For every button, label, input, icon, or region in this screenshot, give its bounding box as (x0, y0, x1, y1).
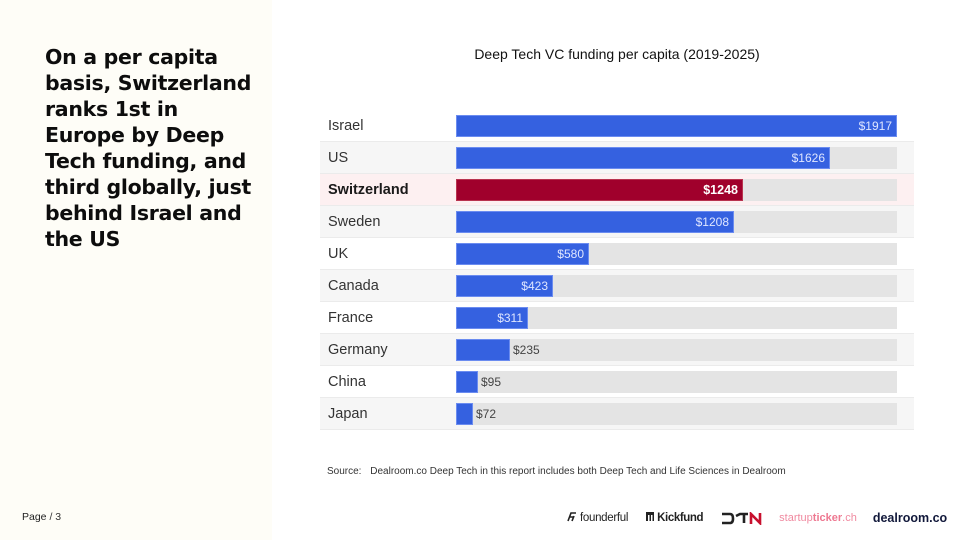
bar-value-label: $72 (476, 407, 497, 421)
kickfund-mark-icon (646, 512, 655, 524)
category-label: China (328, 374, 366, 390)
category-label: US (328, 150, 349, 166)
bar (456, 403, 473, 425)
chart-row: Canada $423 (320, 270, 914, 302)
logo-startupticker-part2: ticker (812, 512, 843, 524)
chart-row: US $1626 (320, 142, 914, 174)
bar-value-label: $95 (481, 375, 502, 389)
category-label: Germany (328, 342, 388, 358)
source-note: Source: Dealroom.co Deep Tech in this re… (327, 466, 786, 477)
category-label: Switzerland (328, 182, 409, 198)
logo-kickfund: Kickfund (646, 512, 704, 524)
bar (456, 275, 553, 297)
bar-chart: Israel $1917 US $1626 Switzerland $1248 Sweden… (320, 110, 914, 430)
source-label: Source: (327, 466, 362, 477)
headline: On a per capita basis, Switzerland ranks… (45, 45, 252, 251)
page-number: / 3 (49, 511, 62, 523)
logo-startupticker-part1: startup (779, 512, 813, 524)
logo-dealroom: dealroom.co (873, 511, 947, 525)
bar (456, 371, 478, 393)
bar-value-label: $311 (497, 311, 523, 325)
category-label: Sweden (328, 214, 381, 230)
category-label: Israel (328, 118, 364, 134)
bar (456, 307, 528, 329)
partner-logos: founderful Kickfund startup ticker .ch dea… (566, 508, 947, 528)
chart-row: Sweden $1208 (320, 206, 914, 238)
bar-track: $423 (456, 275, 897, 297)
category-label: Canada (328, 278, 379, 294)
logo-dealroom-text: dealroom.co (872, 511, 948, 525)
bar (456, 179, 743, 201)
bar-track: $1917 (456, 115, 897, 137)
logo-kickfund-text: Kickfund (657, 512, 704, 524)
source-text: Dealroom.co Deep Tech in this report inc… (370, 466, 786, 477)
category-label: UK (328, 246, 349, 262)
logo-founderful: founderful (566, 511, 629, 525)
bar-track: $580 (456, 243, 897, 265)
bar (456, 211, 734, 233)
bar-value-label: $1208 (695, 215, 729, 229)
chart-title: Deep Tech VC funding per capita (2019-20… (474, 46, 760, 62)
bar-track: $72 (456, 403, 897, 425)
bar-value-label: $235 (513, 343, 540, 357)
bar-value-label: $1917 (858, 119, 892, 133)
chart-row: Switzerland $1248 (320, 174, 914, 206)
chart-row: UK $580 (320, 238, 914, 270)
logo-startupticker-part3: .ch (842, 512, 857, 524)
bar (456, 115, 897, 137)
bar-value-label: $1248 (703, 183, 738, 197)
founderful-mark-icon (566, 511, 577, 525)
bar-track: $1248 (456, 179, 897, 201)
bar-track: $311 (456, 307, 897, 329)
logo-founderful-text: founderful (580, 512, 629, 524)
logo-startupticker: startup ticker .ch (779, 512, 857, 524)
bar-track: $95 (456, 371, 897, 393)
dtn-logo-icon (722, 511, 762, 525)
bar-value-label: $580 (557, 247, 584, 261)
bar (456, 339, 510, 361)
bar-value-label: $1626 (791, 151, 825, 165)
bar-track: $1208 (456, 211, 897, 233)
category-label: Japan (328, 406, 368, 422)
bar-track: $235 (456, 339, 897, 361)
page-indicator: Page / 3 (22, 511, 61, 523)
bar (456, 243, 589, 265)
chart-row: France $311 (320, 302, 914, 334)
chart-row: Germany $235 (320, 334, 914, 366)
page-label: Page (22, 511, 47, 523)
chart-row: China $95 (320, 366, 914, 398)
chart-row: Japan $72 (320, 398, 914, 430)
chart-row: Israel $1917 (320, 110, 914, 142)
category-label: France (328, 310, 374, 326)
left-panel: On a per capita basis, Switzerland ranks… (0, 0, 272, 540)
logo-dtn (721, 511, 763, 525)
bar-value-label: $423 (521, 279, 548, 293)
bar (456, 147, 830, 169)
bar-track: $1626 (456, 147, 897, 169)
